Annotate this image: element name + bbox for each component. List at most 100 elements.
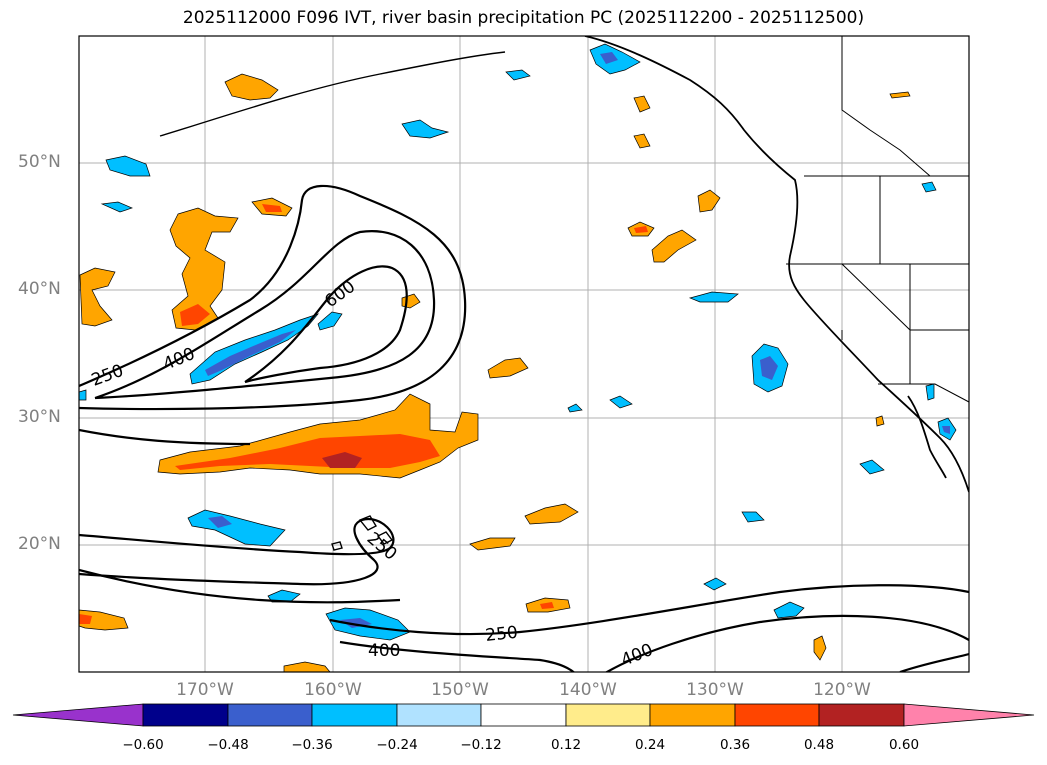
map-title: 2025112000 F096 IVT, river basin precipi… [182,8,865,28]
us-mexico-border [878,383,969,403]
ivt-contour-600 [244,265,408,384]
ivt-contour-250-south [79,517,395,586]
colorbar-tick-label: −0.48 [207,737,249,753]
positive-anomaly-north-cluster-core [180,304,210,326]
map-frame [78,35,970,673]
ivt-contour-se-corner [899,652,969,672]
contour-label-400-south: 400 [368,641,400,661]
state-borders [786,176,969,384]
positive-anomaly-gulf-spot-core [262,204,282,212]
ivt-contour-400-southeast [339,640,576,672]
negative-anomaly-west [79,389,87,401]
negative-anomaly-baja-core [942,426,950,434]
positive-anomaly-south-3-core [540,602,554,609]
lon-label-130w: 130°W [686,680,744,700]
positive-anomaly-bottom [283,661,331,672]
negative-anomaly-south-4 [703,577,727,591]
ivt-contour-250-band [79,428,251,446]
lon-label-140w: 140°W [559,680,617,700]
positive-anomaly-southeast [813,635,827,661]
ivt-contour-250-southeast [329,584,969,636]
ivt-contours [79,184,969,672]
positive-anomaly-band-max [322,452,362,468]
colorbar-tick-label: 0.60 [888,737,920,753]
positive-anomaly-mid-1 [487,357,529,379]
lat-label-20n: 20°N [18,534,61,554]
positive-anomaly-areas [79,73,911,672]
aleutian-islands [159,51,506,137]
negative-anomaly-alaska-core [600,52,618,64]
positive-anomaly-northeast-1 [697,189,721,213]
colorbar-tick-label: 0.12 [550,737,582,753]
negative-anomaly-center-3 [567,403,583,413]
negative-anomaly-nw-2 [100,201,133,213]
negative-anomaly-gulf [401,119,450,139]
negative-anomaly-south-6 [741,511,765,523]
positive-anomaly-aleutian [224,73,279,101]
gridlines [79,36,969,672]
colorbar-tick-label: −0.60 [122,737,164,753]
lat-label-50n: 50°N [18,152,61,172]
positive-anomaly-center-east [651,229,697,263]
colorbar-tick-label: 0.36 [719,737,751,753]
negative-anomaly-canada [921,181,937,193]
contour-label-250-south: 250 [484,623,518,646]
colorbar-extend-max [903,703,1035,727]
negative-anomaly-nw-1 [105,155,151,177]
colorbar-tick-label: 0.48 [803,737,835,753]
colorbar-bin-9 [818,703,905,727]
positive-anomaly-southwest [79,609,129,631]
colorbar-tick-label: −0.24 [376,737,418,753]
colorbar-bin-2 [227,703,313,727]
positive-anomaly-center-east-2-core [634,226,648,233]
negative-anomaly-alaska-2 [505,69,531,81]
positive-anomaly-canada [889,91,911,99]
alaska-canada-border [841,36,931,177]
negative-anomaly-band-tip [317,311,343,331]
colorbar [12,703,1035,727]
positive-anomaly-southwest-core [79,614,92,624]
colorbar-extend-min [12,703,144,727]
political-borders [786,36,969,403]
baja-peninsula [907,395,947,479]
lon-label-170w: 170°W [176,680,234,700]
north-america-west-coast [584,36,969,493]
colorbar-tick-label: −0.36 [291,737,333,753]
lat-label-30n: 30°N [18,407,61,427]
negative-anomaly-center-1 [688,291,739,303]
negative-anomaly-areas [79,43,957,641]
positive-anomaly-northeast-2 [633,95,651,113]
negative-anomaly-main-band-core [205,330,296,376]
colorbar-bin-3 [311,703,398,727]
lon-label-120w: 120°W [813,680,871,700]
ivt-contour-400-east [604,614,969,672]
colorbar-bin-1 [142,703,229,727]
positive-anomaly-south-2 [469,537,516,551]
negative-anomaly-south-7 [859,459,885,475]
positive-anomaly-band-core [175,434,440,470]
positive-anomaly-north-cluster [169,207,239,331]
ivt-contour-250-north [79,184,467,411]
lon-label-160w: 160°W [304,680,362,700]
negative-anomaly-mexico [925,383,935,401]
negative-anomaly-south-5 [773,601,805,619]
colorbar-bin-4 [396,703,482,727]
negative-anomaly-center-2 [609,395,633,409]
negative-anomaly-east-center-core [760,356,778,380]
colorbar-bin-5 [480,703,567,727]
colorbar-tick-label: −0.12 [460,737,502,753]
lon-label-150w: 150°W [431,680,489,700]
positive-anomaly-northeast-3 [633,133,651,149]
positive-anomaly-baja [875,415,885,427]
lat-label-40n: 40°N [18,279,61,299]
land-boundaries [159,36,969,551]
colorbar-bin-6 [565,703,651,727]
colorbar-tick-label: 0.24 [634,737,666,753]
ivt-contour-400-north [94,230,436,400]
hawaiian-islands [331,515,394,551]
colorbar-bin-8 [734,703,820,727]
ivt-contour-400-south [79,568,401,604]
positive-anomaly-south-1 [524,503,579,525]
negative-anomaly-south-1-core [208,516,232,528]
